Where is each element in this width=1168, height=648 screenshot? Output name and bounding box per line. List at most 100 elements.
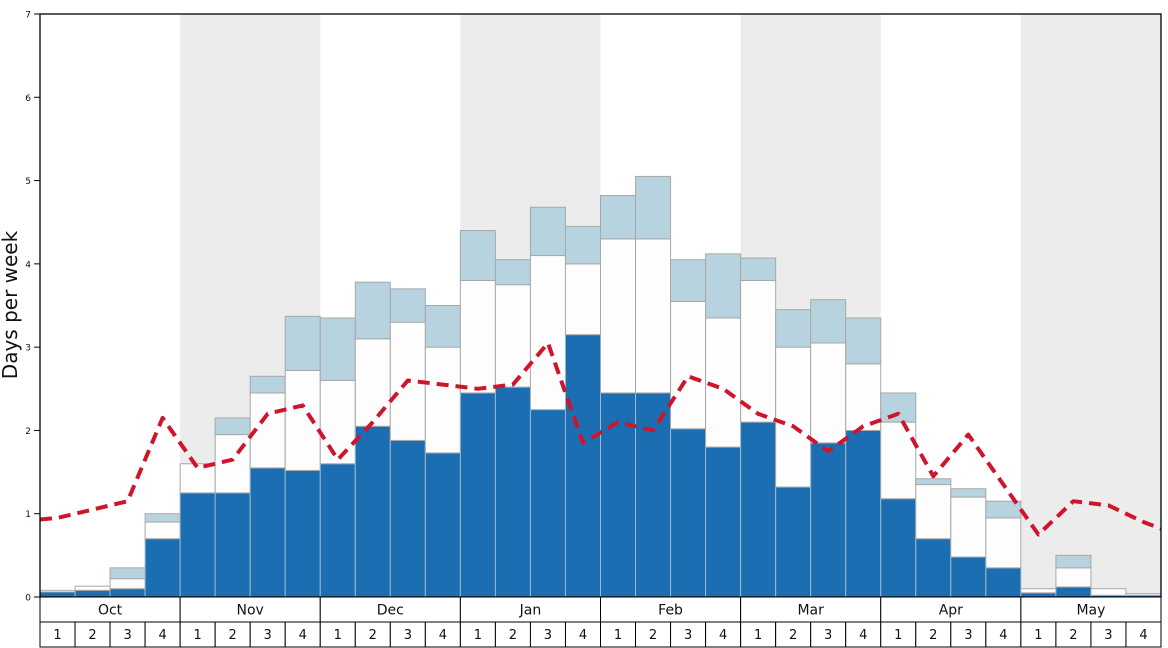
white-bar-segment <box>600 238 637 394</box>
light-blue-bar-segment <box>845 317 882 365</box>
white-bar-segment <box>319 379 356 465</box>
light-blue-bar-segment <box>1055 554 1092 569</box>
week-number-label: 4 <box>158 628 166 643</box>
month-cell <box>179 596 321 623</box>
white-bar-segment <box>915 484 952 540</box>
week-number-label: 3 <box>123 628 131 643</box>
light-blue-bar-segment <box>459 230 496 282</box>
week-cell <box>950 621 987 648</box>
light-blue-bar-segment <box>529 206 566 257</box>
dark-blue-bar-segment <box>564 334 601 598</box>
week-number-label: 1 <box>754 628 762 643</box>
y-tick-label: 3 <box>25 344 31 354</box>
week-number-label: 1 <box>193 628 201 643</box>
dark-blue-bar-segment <box>424 452 461 598</box>
dark-blue-bar-segment <box>950 556 987 598</box>
week-cell <box>670 621 707 648</box>
week-number-label: 3 <box>264 628 272 643</box>
dark-blue-bar-segment <box>144 538 181 598</box>
week-cell <box>1055 621 1092 648</box>
light-blue-bar-segment <box>915 478 952 486</box>
light-blue-bar-segment <box>705 253 742 319</box>
dark-blue-bar-segment <box>249 467 286 598</box>
light-blue-bar-segment <box>109 567 146 580</box>
month-cell <box>39 596 181 623</box>
light-blue-bar-segment <box>424 305 461 348</box>
y-tick-label: 6 <box>25 94 31 104</box>
dark-blue-bar-segment <box>915 538 952 598</box>
dark-blue-bar-segment <box>810 442 847 598</box>
week-number-label: 3 <box>684 628 692 643</box>
week-cell <box>880 621 917 648</box>
dark-blue-bar-segment <box>494 386 531 598</box>
dark-blue-bar-segment <box>214 492 251 598</box>
week-number-label: 4 <box>439 628 447 643</box>
white-bar-segment <box>284 369 321 471</box>
week-cell <box>249 621 286 648</box>
y-tick-label: 0 <box>25 594 31 604</box>
dark-blue-bar-segment <box>705 446 742 598</box>
week-cell <box>740 621 777 648</box>
y-axis-title: Days per week <box>0 230 22 379</box>
dark-blue-bar-segment <box>985 567 1022 598</box>
week-number-label: 2 <box>369 628 377 643</box>
week-number-label: 3 <box>544 628 552 643</box>
y-tick-label: 7 <box>25 11 31 21</box>
month-label: Dec <box>377 603 404 619</box>
dark-blue-bar-segment <box>635 392 672 598</box>
week-cell <box>284 621 321 648</box>
week-number-label: 2 <box>509 628 517 643</box>
dark-blue-bar-segment <box>740 421 777 598</box>
light-blue-bar-segment <box>389 288 426 323</box>
dark-blue-bar-segment <box>109 588 146 598</box>
dark-blue-bar-segment <box>529 409 566 598</box>
stacked-bars <box>39 175 1162 598</box>
light-blue-bar-segment <box>810 299 847 344</box>
white-bar-segment <box>810 342 847 444</box>
month-cell <box>1020 596 1162 623</box>
week-cell <box>109 621 146 648</box>
dark-blue-bar-segment <box>284 469 321 598</box>
week-number-label: 3 <box>1104 628 1112 643</box>
month-cell <box>459 596 601 623</box>
white-bar-segment <box>880 421 917 500</box>
red-dashed-line <box>39 341 1162 537</box>
week-cell <box>1125 621 1162 648</box>
y-tick-label: 4 <box>25 260 31 270</box>
dark-blue-bar-segment <box>319 463 356 598</box>
month-axis-row: Oct Nov Dec Jan Feb Mar Apr May <box>39 596 1162 623</box>
week-cell <box>600 621 637 648</box>
light-blue-bar-segment <box>775 309 812 348</box>
light-blue-bar-segment <box>600 195 637 240</box>
white-bar-segment <box>424 346 461 454</box>
month-label: Apr <box>939 603 963 619</box>
week-number-label: 4 <box>719 628 727 643</box>
white-bar-segment <box>459 280 496 394</box>
white-bar-segment <box>740 280 777 423</box>
week-number-label: 2 <box>789 628 797 643</box>
white-bar-segment <box>670 300 707 430</box>
week-number-label: 2 <box>229 628 237 643</box>
week-cell <box>39 621 76 648</box>
week-number-label: 4 <box>579 628 587 643</box>
week-number-label: 2 <box>88 628 96 643</box>
white-bar-segment <box>109 578 146 590</box>
week-cell <box>1020 621 1057 648</box>
dark-blue-bar-segment <box>845 429 882 598</box>
white-bar-segment <box>1055 567 1092 588</box>
white-bar-segment <box>179 463 216 494</box>
white-bar-segment <box>354 338 391 427</box>
dark-blue-bar-segment <box>880 498 917 598</box>
week-number-label: 4 <box>1139 628 1147 643</box>
light-blue-bar-segment <box>635 175 672 240</box>
light-blue-bar-segment <box>950 488 987 498</box>
week-cell <box>214 621 251 648</box>
y-tick-label: 2 <box>25 427 31 437</box>
white-bar-segment <box>1090 588 1127 596</box>
white-bar-segment <box>1020 588 1057 594</box>
white-bar-segment <box>494 284 531 388</box>
white-bar-segment <box>775 346 812 488</box>
week-number-label: 2 <box>1069 628 1077 643</box>
white-bar-segment <box>74 585 111 591</box>
week-number-label: 1 <box>894 628 902 643</box>
